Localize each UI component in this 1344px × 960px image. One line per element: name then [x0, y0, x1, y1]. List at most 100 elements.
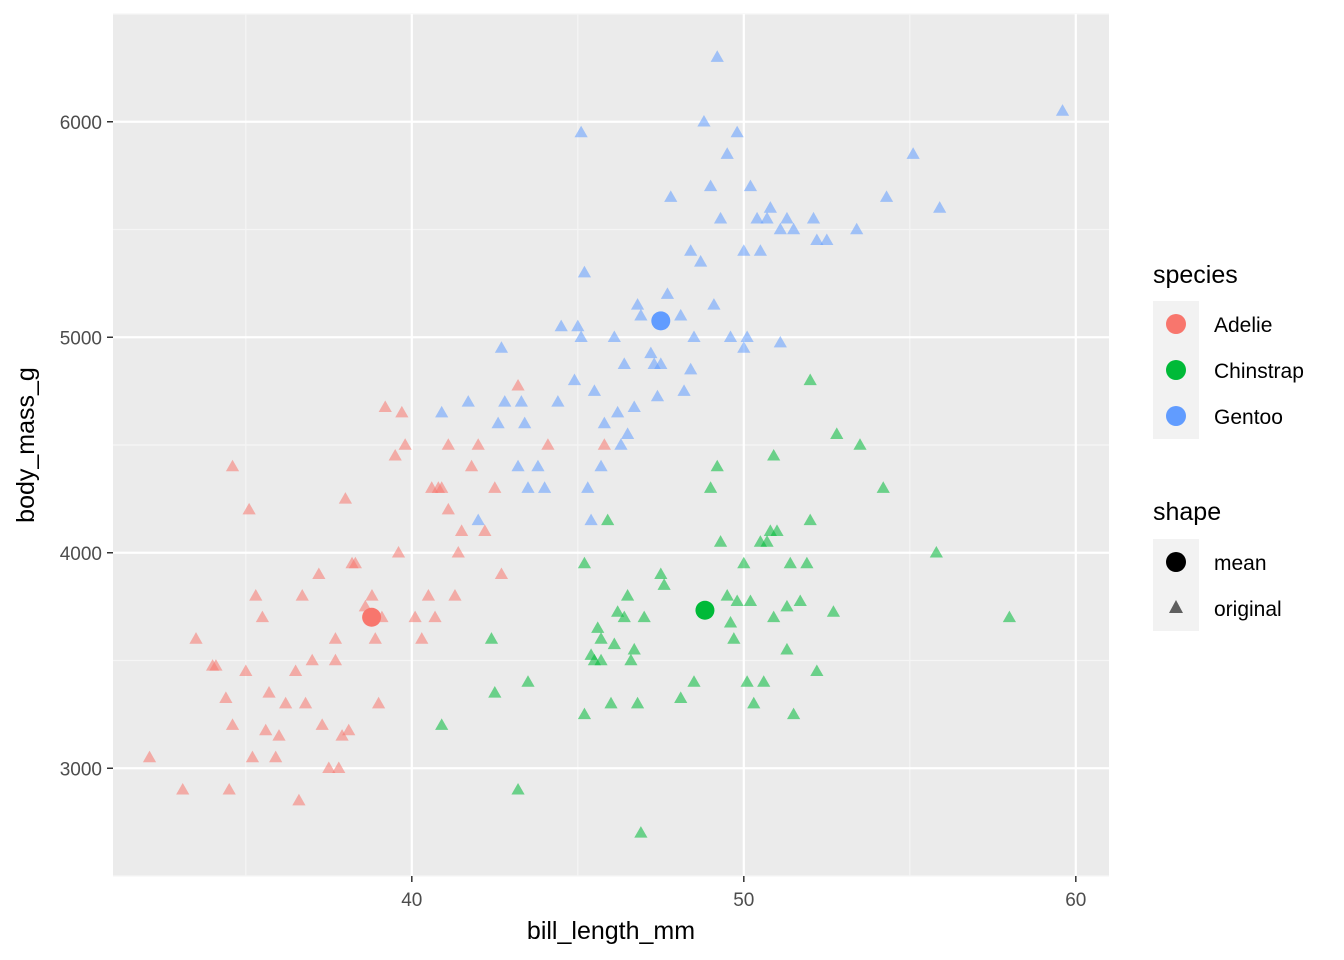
point-adelie	[312, 567, 326, 580]
point-adelie	[494, 567, 509, 580]
point-chinstrap	[710, 459, 724, 472]
point-gentoo	[630, 298, 645, 310]
point-gentoo	[461, 395, 475, 407]
point-chinstrap	[488, 686, 502, 698]
point-chinstrap	[810, 664, 824, 677]
point-adelie	[269, 750, 283, 763]
point-gentoo	[684, 362, 698, 375]
point-chinstrap	[657, 578, 671, 590]
y-axis: 3000 4000 5000 6000	[60, 113, 113, 780]
point-adelie	[225, 718, 240, 730]
point-gentoo	[571, 319, 585, 332]
point-gentoo	[707, 298, 721, 310]
point-adelie	[365, 589, 379, 601]
x-tick-label: 40	[401, 890, 422, 911]
point-adelie	[338, 492, 352, 504]
legend-gentoo-key	[1166, 406, 1186, 426]
point-gentoo	[773, 222, 787, 235]
point-gentoo	[753, 244, 767, 256]
point-chinstrap	[787, 707, 801, 720]
point-adelie	[335, 729, 349, 741]
point-adelie	[391, 545, 406, 558]
point-adelie	[262, 686, 276, 698]
point-chinstrap	[803, 373, 817, 386]
point-gentoo	[521, 481, 535, 493]
point-adelie	[488, 481, 502, 493]
point-adelie	[328, 653, 343, 666]
point-adelie	[245, 750, 260, 763]
point-chinstrap	[654, 567, 668, 580]
point-adelie	[292, 793, 306, 806]
point-chinstrap	[743, 594, 758, 606]
point-gentoo	[684, 244, 698, 256]
point-chinstrap	[747, 696, 761, 709]
point-adelie	[209, 659, 223, 671]
point-chinstrap	[780, 599, 794, 612]
legend-original-label: original	[1214, 598, 1282, 621]
point-gentoo	[650, 389, 665, 402]
point-chinstrap	[627, 642, 641, 655]
point-gentoo	[471, 513, 485, 526]
y-tick-label: 6000	[60, 113, 102, 134]
point-chinstrap	[687, 675, 701, 687]
point-chinstrap	[826, 605, 841, 617]
point-chinstrap	[737, 556, 751, 569]
point-adelie	[272, 729, 286, 741]
y-tick-label: 3000	[60, 759, 102, 780]
point-adelie	[298, 696, 313, 709]
point-chinstrap	[1002, 610, 1016, 623]
point-gentoo	[810, 233, 824, 246]
point-gentoo	[850, 222, 864, 235]
legend-original-key	[1169, 600, 1183, 613]
point-adelie	[279, 696, 293, 709]
point-adelie	[305, 653, 319, 666]
mean-point-adelie	[362, 607, 382, 627]
point-gentoo	[567, 373, 582, 386]
point-chinstrap	[713, 535, 728, 547]
point-adelie	[441, 438, 455, 450]
point-adelie	[372, 696, 386, 709]
point-chinstrap	[720, 589, 734, 601]
point-adelie	[222, 783, 236, 795]
point-gentoo	[1055, 104, 1070, 116]
point-gentoo	[621, 427, 635, 439]
point-gentoo	[740, 330, 754, 343]
point-adelie	[225, 459, 240, 472]
point-adelie	[435, 481, 449, 493]
point-adelie	[378, 400, 392, 413]
point-gentoo	[730, 125, 744, 138]
point-chinstrap	[767, 610, 781, 623]
point-adelie	[315, 718, 329, 730]
point-gentoo	[654, 357, 668, 369]
point-chinstrap	[853, 438, 867, 450]
legend-chinstrap-key	[1166, 360, 1186, 380]
point-gentoo	[713, 211, 728, 224]
point-chinstrap	[607, 637, 621, 650]
point-adelie	[541, 438, 555, 450]
point-chinstrap	[621, 589, 635, 601]
point-gentoo	[594, 459, 608, 472]
point-gentoo	[498, 395, 512, 407]
point-gentoo	[737, 244, 751, 256]
point-gentoo	[644, 346, 658, 359]
point-gentoo	[704, 179, 718, 192]
point-adelie	[249, 589, 263, 601]
point-gentoo	[584, 513, 598, 526]
point-adelie	[255, 610, 269, 623]
point-gentoo	[574, 125, 588, 138]
point-adelie	[464, 459, 479, 472]
point-adelie	[428, 610, 442, 623]
point-adelie	[441, 502, 455, 515]
point-adelie	[597, 438, 611, 450]
point-gentoo	[694, 255, 708, 267]
point-chinstrap	[577, 556, 592, 569]
x-axis-title: bill_length_mm	[527, 917, 695, 945]
point-chinstrap	[617, 610, 631, 623]
point-chinstrap	[929, 545, 943, 558]
point-adelie	[398, 438, 412, 450]
point-adelie	[328, 632, 343, 644]
point-adelie	[342, 723, 356, 736]
point-chinstrap	[637, 610, 651, 623]
point-chinstrap	[577, 707, 592, 720]
